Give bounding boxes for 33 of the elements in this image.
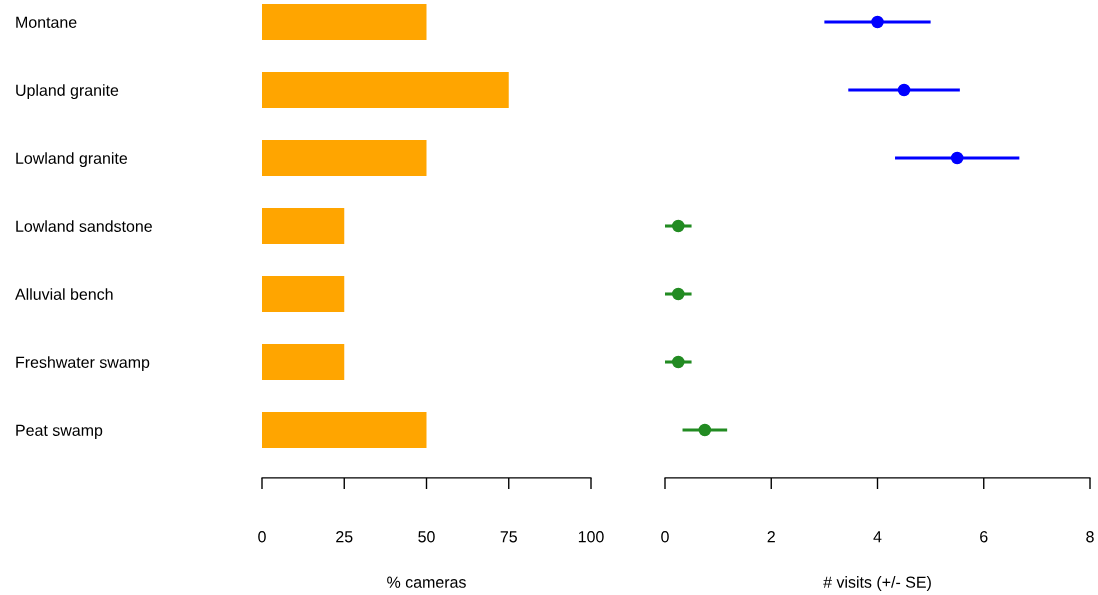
y-tick-label: Montane [16, 16, 77, 28]
x-tick-label: 25 [336, 531, 353, 543]
x-tick-label: 6 [980, 531, 988, 543]
x-tick-label: 0 [258, 531, 266, 543]
x-tick-label: 8 [1086, 531, 1094, 543]
x-tick-label: 50 [418, 531, 435, 543]
x-tick-label: 100 [578, 531, 604, 543]
y-tick-label: Freshwater swamp [16, 356, 150, 372]
point [871, 15, 884, 29]
bar [262, 3, 427, 41]
point [672, 355, 685, 369]
x-tick-label: 4 [873, 531, 882, 543]
point [672, 287, 685, 301]
bar [262, 343, 345, 381]
bar [262, 207, 345, 245]
x-axis-title: % cameras [387, 576, 466, 588]
y-tick-label: Alluvial bench [15, 288, 113, 300]
point [950, 151, 964, 165]
x-tick-label: 2 [767, 531, 775, 543]
y-tick-label: Peat swamp [16, 424, 103, 440]
y-tick-label: Upland granite [16, 84, 119, 100]
bar [262, 71, 509, 109]
x-axis-title: # visits (+/- SE) [823, 576, 931, 591]
y-tick-label: Lowland sandstone [16, 220, 152, 232]
bar [262, 275, 345, 313]
x-tick-label: 0 [661, 531, 669, 543]
point [672, 219, 685, 233]
point [698, 423, 712, 437]
bar [262, 139, 427, 177]
bar [262, 411, 427, 449]
x-tick-label: 75 [500, 531, 517, 543]
point [897, 83, 911, 97]
y-tick-label: Lowland granite [16, 152, 128, 168]
